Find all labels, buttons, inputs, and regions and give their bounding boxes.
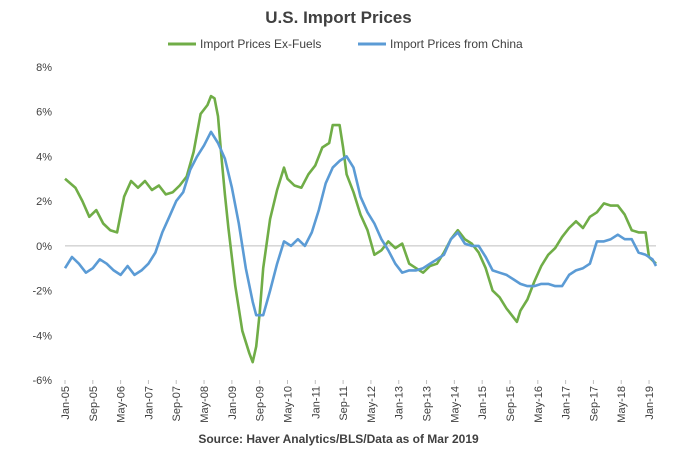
x-tick-label: Sep-05 [88,386,100,421]
x-tick-label: Sep-11 [338,386,350,421]
y-tick-label: 6% [36,107,52,119]
x-tick-label: May-16 [533,386,545,423]
x-tick-label: May-14 [449,386,461,423]
x-tick-label: Sep-17 [588,386,600,421]
chart-title: U.S. Import Prices [265,8,412,27]
y-tick-label: 4% [36,151,52,163]
x-tick-label: Sep-13 [422,386,434,421]
y-tick-label: -2% [32,286,52,298]
x-tick-label: May-10 [282,386,294,423]
series-layer [63,94,658,364]
series-line-china [63,130,658,317]
x-tick-label: Sep-15 [505,386,517,421]
y-tick-label: 0% [36,241,52,253]
x-tick-label: May-06 [116,386,128,423]
x-tick-label: Jan-07 [143,386,155,420]
y-tick-label: 8% [36,62,52,74]
x-tick-label: Jan-11 [310,386,322,419]
x-tick-label: May-12 [366,386,378,423]
x-tick-label: Jan-09 [227,386,239,420]
legend: Import Prices Ex-Fuels Import Prices from… [168,37,523,51]
x-tick-label: Jan-13 [394,386,406,420]
x-tick-label: Sep-07 [171,386,183,421]
x-tick-label: Jan-17 [561,386,573,420]
legend-label: Import Prices Ex-Fuels [200,37,321,51]
source-note: Source: Haver Analytics/BLS/Data as of M… [198,432,479,446]
x-tick-label: May-18 [616,386,628,423]
y-tick-label: -6% [32,375,52,387]
x-tick-label: Jan-05 [60,386,72,420]
x-tick-label: Jan-19 [644,386,656,420]
x-tick-label: Jan-15 [477,386,489,420]
x-axis-ticks: Jan-05 Sep-05 May-06 Jan-07 Sep-07 May-08 Jan-… [60,380,656,423]
y-tick-label: 2% [36,196,52,208]
y-tick-label: -4% [32,330,52,342]
x-tick-label: Sep-09 [255,386,267,421]
legend-label: Import Prices from China [390,37,523,51]
y-axis-ticks: -6% -4% -2% 0% 2% 4% 6% 8% [32,62,52,387]
series-line-ex-fuels [64,94,657,364]
x-tick-label: May-08 [199,386,211,423]
